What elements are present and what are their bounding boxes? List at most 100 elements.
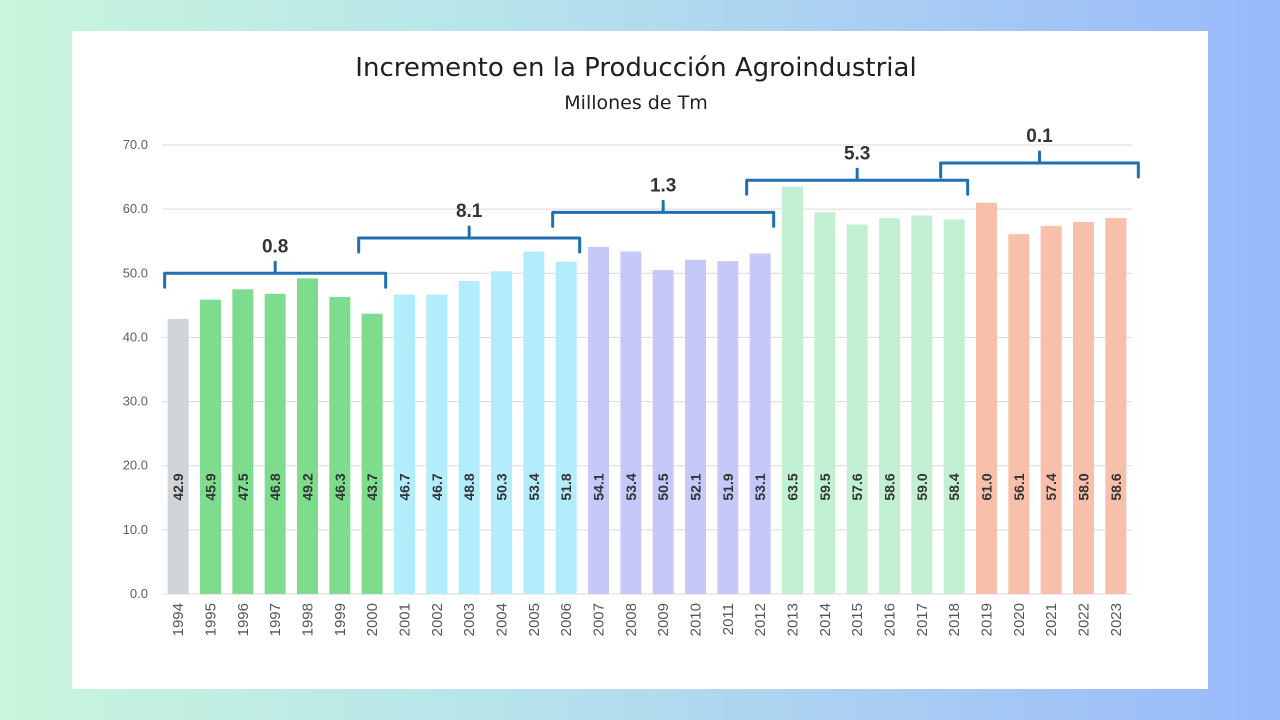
bar-2014 xyxy=(814,212,836,594)
increment-label: 0.8 xyxy=(262,236,288,257)
x-tick-label: 2022 xyxy=(1076,603,1093,636)
bar-value-label: 58.0 xyxy=(1076,473,1092,500)
bar-2010 xyxy=(685,259,706,594)
x-tick-label: 2012 xyxy=(752,603,769,636)
bar-chart: Incremento en la Producción Agroindustri… xyxy=(123,53,1140,636)
bar-2012 xyxy=(749,253,771,594)
x-tick-label: 2010 xyxy=(688,603,705,636)
bar-value-label: 53.4 xyxy=(526,473,542,500)
bar-2006 xyxy=(555,261,577,594)
bar-value-label: 52.1 xyxy=(688,473,704,500)
y-tick-label: 20.0 xyxy=(123,458,148,473)
y-tick-label: 60.0 xyxy=(123,201,148,216)
bar-value-label: 50.3 xyxy=(494,473,510,500)
chart-subtitle: Millones de Tm xyxy=(564,92,707,114)
increment-braces: 0.8 8.1 1.3 5.3 0.1 xyxy=(163,126,1140,289)
bar-value-label: 57.4 xyxy=(1043,473,1059,500)
bar-2000 xyxy=(361,313,383,594)
bar-value-label: 43.7 xyxy=(364,473,380,500)
bar-2011 xyxy=(717,261,739,594)
bar-1999 xyxy=(329,297,351,594)
bar-value-label: 58.6 xyxy=(882,473,898,500)
bar-value-label: 59.0 xyxy=(914,473,930,500)
bar-value-label: 57.6 xyxy=(849,473,865,500)
bar-2002 xyxy=(426,294,448,594)
increment-label: 8.1 xyxy=(456,201,483,222)
bar-value-label: 46.8 xyxy=(267,473,283,500)
bar-value-label: 46.7 xyxy=(397,473,413,500)
x-tick-label: 2014 xyxy=(817,603,834,636)
bar-value-label: 46.7 xyxy=(429,473,445,500)
x-tick-label: 1998 xyxy=(300,603,317,636)
x-tick-label: 2011 xyxy=(720,603,737,635)
x-tick-label: 2009 xyxy=(655,603,672,636)
bar-value-label: 45.9 xyxy=(203,473,219,500)
x-tick-label: 1996 xyxy=(235,603,252,636)
bar-value-label: 56.1 xyxy=(1011,473,1027,500)
x-tick-label: 1995 xyxy=(203,603,220,636)
bar-value-label: 47.5 xyxy=(235,473,251,500)
increment-label: 0.1 xyxy=(1026,126,1053,147)
increment-brace xyxy=(939,150,1140,179)
bar-value-label: 46.3 xyxy=(332,473,348,500)
bar-value-label: 58.6 xyxy=(1108,473,1124,500)
bar-2022 xyxy=(1073,221,1094,594)
bar-1994 xyxy=(167,318,189,594)
x-tick-label: 2007 xyxy=(591,603,608,636)
increment-label: 5.3 xyxy=(844,143,870,164)
y-tick-label: 70.0 xyxy=(123,137,148,152)
bar-1995 xyxy=(200,299,221,594)
bar-value-label: 50.5 xyxy=(655,473,671,500)
bar-value-label: 63.5 xyxy=(785,473,801,500)
x-tick-label: 2008 xyxy=(623,603,640,636)
increment-brace xyxy=(163,260,388,289)
bars xyxy=(167,186,1127,595)
x-tick-label: 2016 xyxy=(882,603,899,636)
y-axis-ticks: 0.0 10.0 20.0 30.0 40.0 50.0 60.0 70.0 xyxy=(123,137,148,601)
bar-value-label: 58.4 xyxy=(946,473,962,500)
bar-2019 xyxy=(976,202,997,594)
bar-value-label: 51.8 xyxy=(558,473,574,500)
bar-2005 xyxy=(523,251,545,594)
bar-1998 xyxy=(297,278,318,594)
y-tick-label: 10.0 xyxy=(123,522,148,537)
x-tick-label: 2020 xyxy=(1011,603,1028,636)
bar-2016 xyxy=(879,218,900,594)
bar-2023 xyxy=(1105,218,1127,594)
x-tick-label: 2019 xyxy=(979,603,996,636)
y-tick-label: 50.0 xyxy=(123,265,148,280)
x-tick-label: 2021 xyxy=(1043,603,1060,636)
bar-2008 xyxy=(620,251,642,594)
bar-2003 xyxy=(458,280,480,594)
bar-1996 xyxy=(232,289,254,594)
x-tick-label: 2017 xyxy=(914,603,931,636)
x-tick-label: 2002 xyxy=(429,603,446,636)
bar-2015 xyxy=(846,224,868,594)
bar-2007 xyxy=(588,246,609,595)
x-tick-label: 1997 xyxy=(267,603,284,636)
y-tick-label: 0.0 xyxy=(130,586,148,601)
increment-brace xyxy=(357,225,582,254)
x-tick-label: 1999 xyxy=(332,603,349,636)
x-tick-label: 2013 xyxy=(785,603,802,636)
chart-card: Incremento en la Producción Agroindustri… xyxy=(72,31,1208,689)
bar-2021 xyxy=(1040,225,1062,594)
bar-2013 xyxy=(782,186,803,594)
x-tick-label: 2003 xyxy=(461,603,478,636)
bar-value-label: 48.8 xyxy=(461,473,477,500)
bar-2001 xyxy=(394,294,415,594)
bar-1997 xyxy=(264,293,286,594)
x-tick-label: 1994 xyxy=(170,603,187,636)
y-tick-label: 40.0 xyxy=(123,329,148,344)
x-tick-label: 2023 xyxy=(1108,603,1125,636)
increment-brace xyxy=(551,199,776,228)
increment-label: 1.3 xyxy=(650,175,676,196)
x-tick-label: 2006 xyxy=(558,603,575,636)
bar-2017 xyxy=(911,215,933,595)
x-tick-label: 2018 xyxy=(946,603,963,636)
x-tick-label: 2000 xyxy=(364,603,381,636)
bar-value-label: 49.2 xyxy=(300,473,316,500)
x-axis-ticks: 1994 1995 1996 1997 1998 1999 2000 2001 2002 2003… xyxy=(170,603,1125,636)
y-tick-label: 30.0 xyxy=(123,394,148,409)
bar-2018 xyxy=(943,219,965,595)
